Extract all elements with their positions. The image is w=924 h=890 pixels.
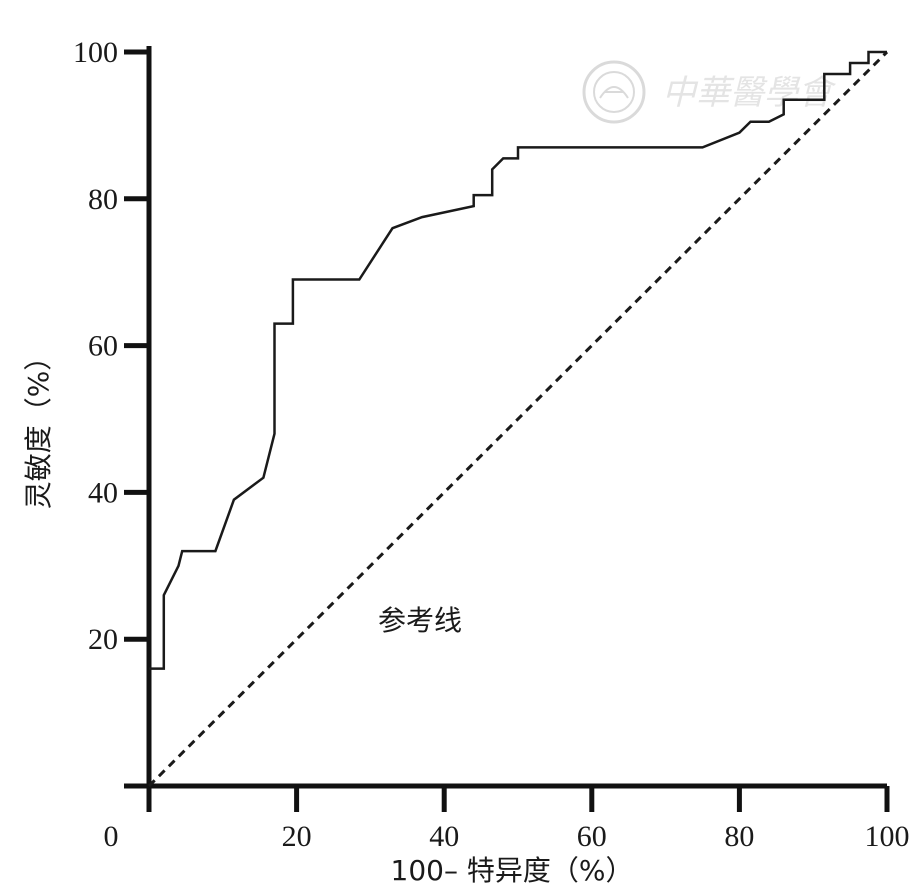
x-tick-label: 60 [577, 820, 607, 853]
x-axis-title: 100– 特异度（%） [391, 854, 634, 887]
y-tick-label: 100 [73, 36, 118, 69]
y-tick-label: 40 [88, 476, 118, 509]
y-tick-label: 20 [88, 623, 118, 656]
x-tick-label: 40 [429, 820, 459, 853]
x-tick-label: 100 [865, 820, 910, 853]
y-tick-label: 60 [88, 330, 118, 363]
reference-line [147, 50, 889, 788]
reference-line-label: 参考线 [378, 604, 462, 637]
x-tick-label: 80 [724, 820, 754, 853]
x-tick-label: 0 [104, 820, 119, 853]
y-axis-title: 灵敏度（%） [22, 343, 55, 510]
seal-icon [582, 60, 646, 124]
watermark-text: 中華醫學會 [662, 73, 837, 113]
watermark: 中華醫學會 [582, 60, 837, 124]
roc-curve [149, 50, 887, 670]
x-tick-label: 20 [282, 820, 312, 853]
y-tick-label: 80 [88, 183, 118, 216]
